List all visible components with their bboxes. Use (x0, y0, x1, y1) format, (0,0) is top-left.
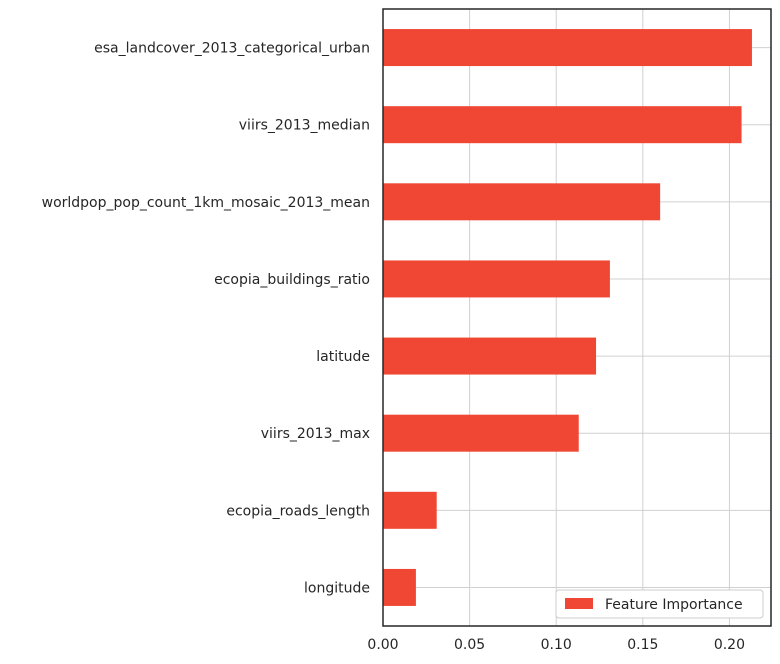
grid-lines (382, 9, 771, 626)
x-tick-labels: 0.00 0.05 0.10 0.15 0.20 (367, 637, 745, 653)
y-tick-label: viirs_2013_median (239, 118, 370, 134)
y-tick-label: viirs_2013_max (261, 426, 370, 442)
bar-esa-landcover-2013-categorical-urban (383, 29, 752, 67)
bar-worldpop-pop-count-1km-mosaic-2013-mean (383, 183, 661, 221)
bar-latitude (383, 337, 597, 375)
legend-label: Feature Importance (605, 597, 743, 613)
legend-swatch (565, 598, 593, 609)
y-tick-labels: esa_landcover_2013_categorical_urbanviir… (42, 41, 370, 597)
x-tick-label: 0.05 (454, 637, 485, 653)
bar-ecopia-buildings-ratio (383, 260, 610, 298)
legend: Feature Importance (555, 589, 764, 619)
x-tick-label: 0.15 (627, 637, 658, 653)
y-tick-label: ecopia_roads_length (226, 503, 370, 519)
bar-longitude (383, 568, 416, 606)
bar-viirs-2013-max (383, 414, 579, 452)
y-tick-label: ecopia_buildings_ratio (214, 272, 370, 288)
bar-viirs-2013-median (383, 106, 742, 144)
y-tick-label: latitude (316, 349, 370, 365)
y-tick-label: worldpop_pop_count_1km_mosaic_2013_mean (42, 195, 370, 211)
legend-box (555, 589, 764, 619)
x-tick-label: 0.10 (541, 637, 572, 653)
y-tick-label: longitude (304, 580, 370, 596)
y-tick-label: esa_landcover_2013_categorical_urban (94, 41, 370, 57)
x-tick-label: 0.00 (367, 637, 398, 653)
x-tick-label: 0.20 (714, 637, 745, 653)
plot-frame (382, 8, 772, 627)
bars (383, 29, 752, 606)
bar-ecopia-roads-length (383, 491, 437, 529)
